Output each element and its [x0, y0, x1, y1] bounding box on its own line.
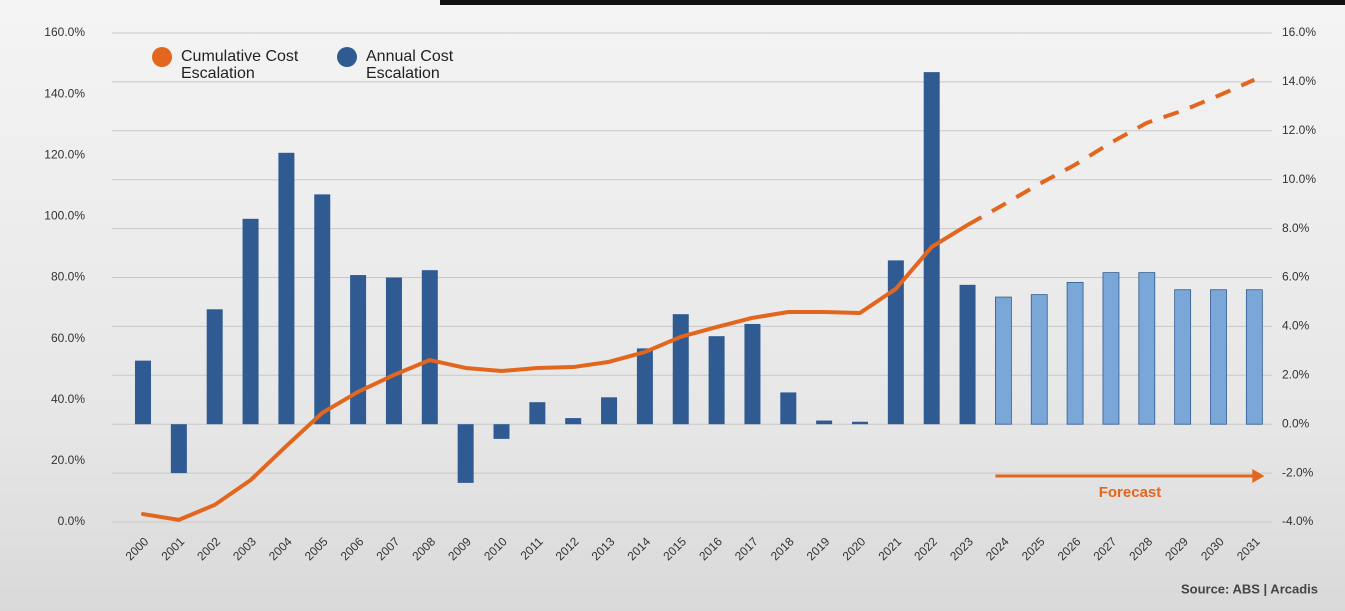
x-tick-label: 2021	[875, 534, 904, 563]
y2-tick-label: 8.0%	[1282, 221, 1310, 235]
x-tick-label: 2009	[445, 534, 474, 563]
bar	[672, 314, 689, 425]
y-tick-label: 60.0%	[51, 331, 85, 345]
bar	[959, 284, 976, 425]
y-tick-label: 160.0%	[44, 25, 85, 39]
bar	[601, 397, 618, 425]
x-tick-label: 2017	[732, 534, 761, 563]
bar	[887, 260, 904, 425]
x-tick-label: 2019	[804, 534, 833, 563]
y-tick-label: 140.0%	[44, 86, 85, 100]
y-tick-label: 40.0%	[51, 392, 85, 406]
bar	[816, 420, 833, 425]
bar	[636, 348, 653, 425]
bar	[565, 418, 582, 425]
y-tick-label: 20.0%	[51, 453, 85, 467]
x-tick-label: 2031	[1234, 534, 1263, 563]
bar	[493, 424, 510, 439]
bar	[314, 194, 331, 425]
y2-tick-label: 2.0%	[1282, 367, 1310, 381]
forecast-arrowhead	[1252, 469, 1265, 483]
x-tick-label: 2016	[696, 534, 725, 563]
bar	[1066, 281, 1084, 425]
x-tick-label: 2015	[660, 534, 689, 563]
x-tick-label: 2010	[481, 534, 510, 563]
x-tick-label: 2029	[1162, 534, 1191, 563]
bar	[780, 392, 797, 425]
x-tick-label: 2022	[911, 534, 940, 563]
y2-tick-label: 10.0%	[1282, 172, 1316, 186]
bar	[350, 275, 367, 425]
x-tick-label: 2003	[230, 534, 259, 563]
y-tick-label: 120.0%	[44, 147, 85, 161]
bar	[385, 277, 402, 425]
x-tick-label: 2014	[624, 534, 653, 563]
source: Source: ABS | Arcadis	[1181, 581, 1318, 596]
legend-label: Annual Cost Escalation	[366, 48, 454, 82]
line-forecast	[966, 77, 1256, 227]
bar	[1102, 272, 1120, 425]
bar	[1245, 289, 1263, 425]
bar	[529, 402, 546, 425]
bar	[1030, 294, 1048, 425]
y2-tick-label: 0.0%	[1282, 416, 1310, 430]
x-tick-label: 2002	[194, 534, 223, 563]
bar	[744, 323, 761, 425]
bar	[708, 336, 725, 425]
bar	[1174, 289, 1192, 425]
x-tick-label: 2012	[553, 534, 582, 563]
x-tick-label: 2023	[947, 534, 976, 563]
y2-tick-label: 16.0%	[1282, 25, 1316, 39]
y-tick-label: 0.0%	[58, 514, 86, 528]
legend-swatch	[152, 47, 172, 67]
bar	[170, 424, 187, 474]
bar	[995, 296, 1012, 425]
bar	[135, 360, 151, 425]
x-tick-label: 2005	[302, 534, 331, 563]
bar	[852, 421, 868, 425]
x-tick-label: 2008	[409, 534, 438, 563]
y2-tick-label: -2.0%	[1282, 465, 1314, 479]
y2-tick-label: -4.0%	[1282, 514, 1314, 528]
x-tick-label: 2030	[1198, 534, 1227, 563]
bar	[1138, 272, 1156, 425]
legend-swatch	[337, 47, 357, 67]
y2-tick-label: 4.0%	[1282, 319, 1310, 333]
x-tick-label: 2000	[123, 534, 152, 563]
x-tick-label: 2024	[983, 534, 1012, 563]
y2-tick-label: 12.0%	[1282, 123, 1316, 137]
top-bar	[440, 0, 1345, 5]
bar	[1210, 289, 1227, 425]
x-tick-label: 2011	[518, 534, 546, 562]
x-tick-label: 2006	[338, 534, 367, 563]
x-tick-label: 2025	[1019, 534, 1048, 563]
x-tick-label: 2028	[1126, 534, 1155, 563]
bar	[278, 152, 295, 425]
x-tick-label: 2018	[768, 534, 797, 563]
bar	[242, 218, 259, 425]
y-tick-label: 100.0%	[44, 209, 85, 223]
bar	[421, 270, 438, 425]
x-tick-label: 2027	[1091, 534, 1120, 563]
bar	[206, 309, 223, 425]
forecast-label: Forecast	[1099, 484, 1162, 501]
y2-tick-label: 14.0%	[1282, 74, 1316, 88]
legend-label: Cumulative Cost Escalation	[181, 48, 299, 82]
x-tick-label: 2026	[1055, 534, 1084, 563]
line	[141, 222, 970, 522]
y2-tick-label: 6.0%	[1282, 270, 1310, 284]
bar	[457, 424, 474, 483]
x-tick-label: 2004	[266, 534, 295, 563]
x-tick-label: 2020	[840, 534, 869, 563]
x-tick-label: 2001	[158, 534, 187, 563]
y-tick-label: 80.0%	[51, 270, 85, 284]
x-tick-label: 2007	[374, 534, 403, 563]
x-tick-label: 2013	[589, 534, 618, 563]
